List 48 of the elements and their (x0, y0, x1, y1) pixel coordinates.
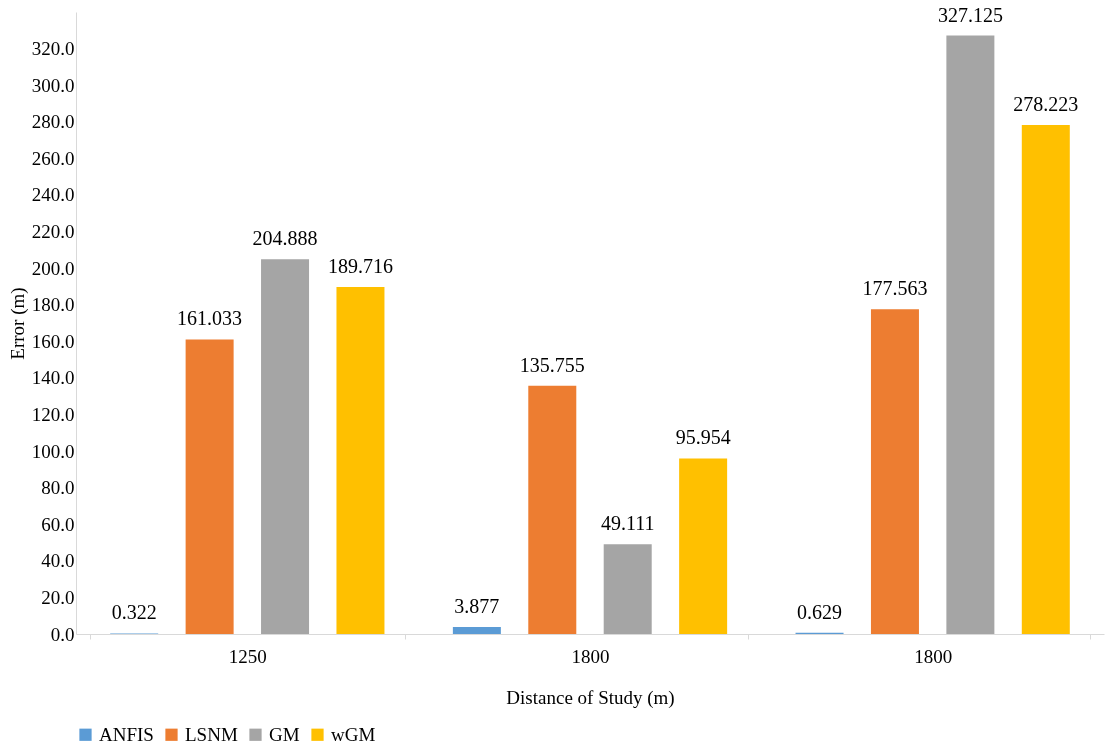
x-tick-label: 1800 (571, 645, 610, 667)
data-label: 189.716 (327, 254, 393, 277)
y-tick-label: 240.0 (31, 184, 75, 206)
legend-label: ANFIS (99, 723, 154, 745)
data-label: 327.125 (937, 3, 1003, 26)
data-label: 161.033 (177, 307, 243, 330)
legend-label: LSNM (185, 723, 238, 745)
y-tick-label: 140.0 (31, 367, 75, 389)
x-axis-title: Distance of Study (m) (506, 686, 675, 709)
y-tick-label: 260.0 (31, 147, 75, 169)
y-tick-label: 180.0 (31, 294, 75, 316)
bar (336, 286, 385, 634)
data-label: 135.755 (519, 353, 585, 376)
y-tick-label: 40.0 (41, 550, 75, 572)
y-tick-label: 160.0 (31, 330, 75, 352)
data-label: 49.111 (600, 512, 655, 535)
legend-label: wGM (331, 723, 376, 745)
y-tick-label: 200.0 (31, 257, 75, 279)
bar (261, 259, 310, 634)
y-tick-label: 280.0 (31, 111, 75, 133)
x-tick-label: 1800 (914, 645, 953, 667)
data-label: 0.629 (797, 600, 843, 623)
bar (679, 458, 728, 634)
y-tick-label: 100.0 (31, 440, 75, 462)
y-tick-label: 60.0 (41, 513, 75, 535)
y-tick-label: 300.0 (31, 74, 75, 96)
y-tick-label: 0.0 (50, 623, 75, 645)
data-label: 278.223 (1013, 93, 1079, 116)
data-label: 95.954 (675, 426, 731, 449)
y-tick-label: 220.0 (31, 221, 75, 243)
y-tick-label: 80.0 (41, 477, 75, 499)
bar (528, 385, 577, 634)
bar (603, 544, 652, 634)
y-tick-label: 20.0 (41, 586, 75, 608)
x-tick-label: 1250 (228, 645, 267, 667)
bar (870, 309, 919, 634)
bar (185, 339, 234, 634)
legend-label: GM (269, 723, 300, 745)
bar (946, 35, 995, 634)
data-label: 204.888 (252, 227, 318, 250)
bar (452, 626, 501, 634)
data-label: 3.877 (454, 594, 500, 617)
y-axis-title: Error (m) (6, 287, 29, 360)
y-tick-label: 120.0 (31, 403, 75, 425)
y-tick-label: 320.0 (31, 38, 75, 60)
bar (1021, 125, 1070, 634)
data-label: 177.563 (862, 277, 928, 300)
data-label: 0.322 (111, 601, 157, 624)
